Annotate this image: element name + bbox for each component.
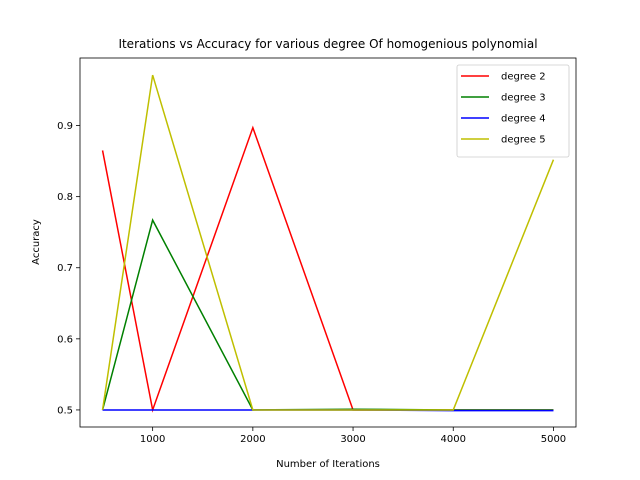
y-axis: 0.5 0.6 0.7 0.8 0.9	[57, 121, 80, 416]
y-axis-title: Accuracy	[31, 219, 42, 265]
legend-label: degree 2	[501, 72, 546, 83]
x-tick-label: 3000	[340, 434, 365, 445]
x-axis: 1000 2000 3000 4000 5000	[140, 427, 566, 445]
y-tick-label: 0.5	[57, 405, 73, 416]
y-tick-label: 0.7	[57, 263, 73, 274]
legend-box	[456, 64, 570, 158]
x-tick-label: 2000	[240, 434, 265, 445]
plot-area	[79, 57, 577, 428]
series-line-degree-5	[101, 74, 555, 411]
x-tick-label: 5000	[541, 434, 566, 445]
x-axis-title: Number of Iterations	[276, 459, 380, 470]
series-layer	[101, 74, 555, 413]
y-tick-label: 0.9	[57, 121, 73, 132]
legend: degree 2 degree 3 degree 4 degree 5	[456, 64, 570, 158]
legend-label: degree 4	[501, 114, 546, 125]
x-tick-label: 4000	[441, 434, 466, 445]
chart-title: Iterations vs Accuracy for various degre…	[118, 37, 537, 51]
plot-frame	[79, 57, 577, 428]
x-tick-label: 1000	[140, 434, 165, 445]
y-tick-label: 0.6	[57, 334, 73, 345]
y-tick-label: 0.8	[57, 192, 73, 203]
legend-label: degree 5	[501, 135, 546, 146]
legend-label: degree 3	[501, 93, 546, 104]
